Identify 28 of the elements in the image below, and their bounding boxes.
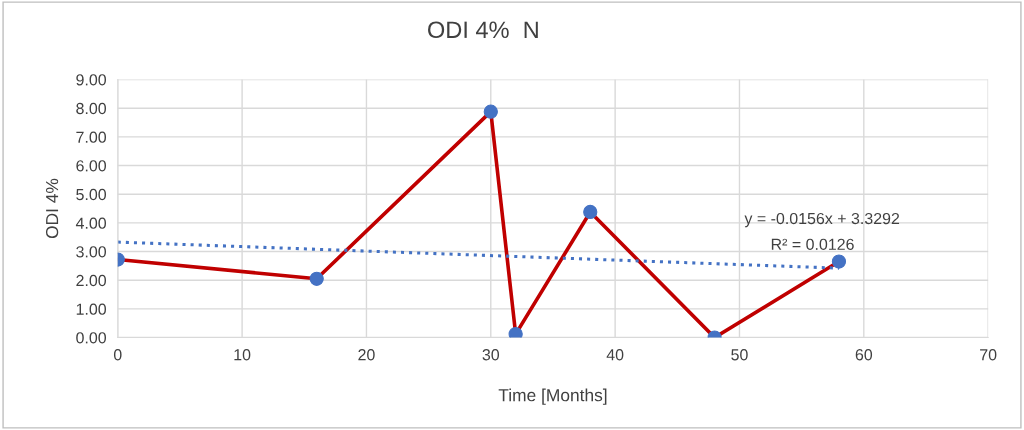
y-tick-label: 1.00 — [76, 303, 107, 315]
y-axis-title: ODI 4% — [45, 178, 59, 239]
y-tick-label: 8.00 — [76, 102, 107, 115]
x-tick-label: 10 — [234, 349, 251, 361]
y-tick-label: 7.00 — [76, 131, 107, 143]
x-tick-label: 50 — [731, 349, 748, 361]
x-tick-label: 70 — [980, 349, 997, 361]
x-tick-label: 20 — [358, 349, 375, 361]
y-tick-label: 5.00 — [76, 188, 107, 201]
x-tick-label: 40 — [606, 349, 624, 361]
y-tick-label: 2.00 — [76, 274, 107, 287]
y-tick-label: 9.00 — [76, 74, 107, 86]
point — [483, 104, 498, 119]
chart-title: ODI 4% N — [428, 21, 538, 39]
y-tick-label: 6.00 — [76, 160, 107, 172]
y-tick-label: 4.00 — [75, 217, 107, 229]
annotation: R² = 0.0126 — [771, 238, 854, 250]
x-tick-label: 0 — [113, 349, 122, 361]
point — [831, 254, 847, 269]
y-tick-label: 3.00 — [76, 246, 107, 258]
x-tick-label: 60 — [855, 349, 873, 361]
point — [583, 204, 598, 220]
point — [508, 326, 523, 338]
annotation: y = -0.0156x + 3.3292 — [744, 212, 900, 228]
point — [309, 271, 324, 286]
x-tick-label: 30 — [482, 349, 500, 361]
x-axis-title: Time [Months] — [498, 388, 607, 405]
y-tick-label: 0.00 — [76, 332, 107, 344]
